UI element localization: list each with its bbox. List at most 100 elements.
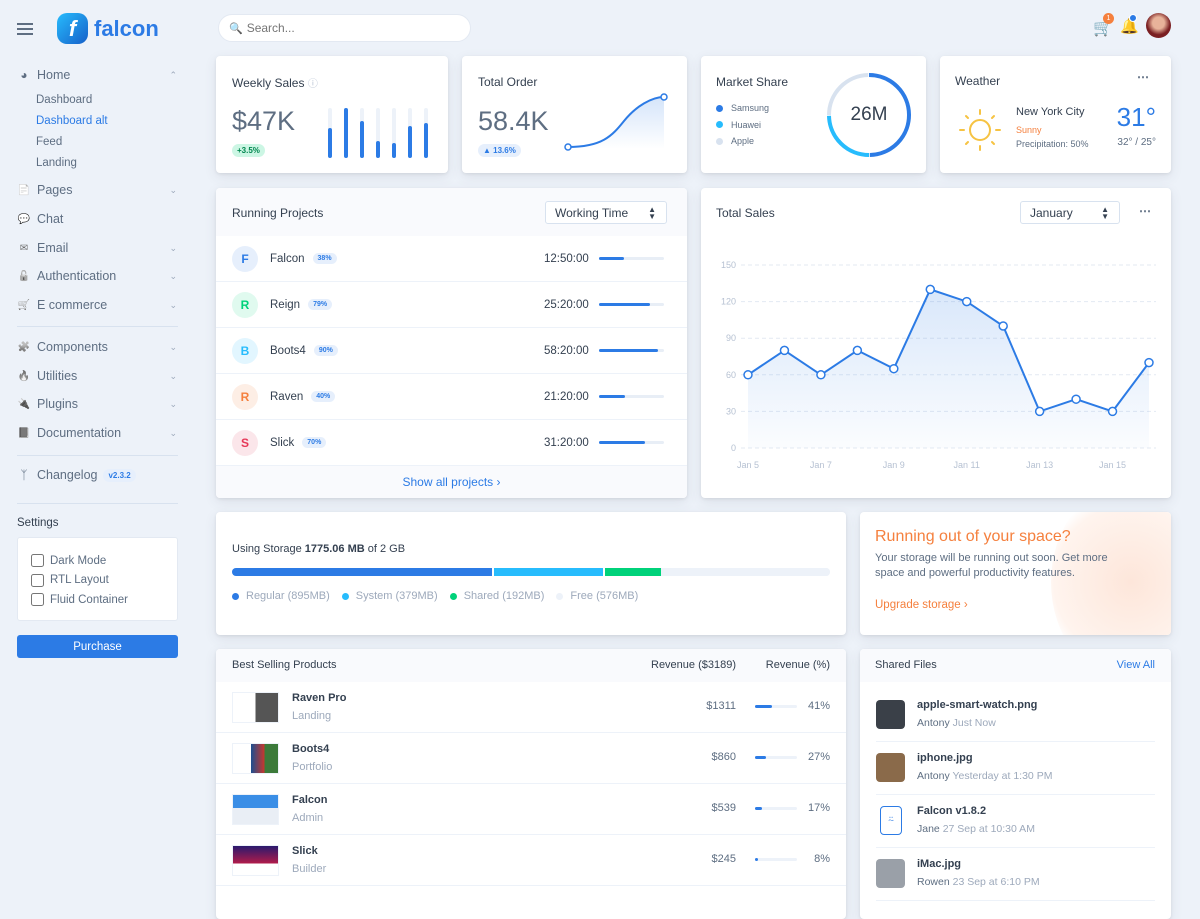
file-row[interactable]: iMac.jpg Rowen 23 Sep at 6:10 PM [876, 848, 1155, 901]
file-name[interactable]: Falcon v1.8.2 [917, 805, 987, 817]
sidebar-item-documentation[interactable]: 📘 Documentation ⌄ [17, 426, 177, 440]
storage-legend-item: System (379MB) [341, 590, 438, 602]
weather-city: New York City [1016, 106, 1085, 118]
sales-point[interactable] [889, 363, 899, 374]
sales-point[interactable] [816, 370, 826, 380]
book-icon: 📘 [17, 427, 31, 439]
fluid-container-option[interactable]: Fluid Container [31, 590, 164, 610]
file-row[interactable]: ⍨ Falcon v1.8.2 Jane 27 Sep at 10:30 AM [876, 795, 1155, 848]
project-row[interactable]: S Slick 70% 31:20:00 [216, 420, 687, 466]
sidebar-subitem-feed[interactable]: Feed [36, 136, 63, 148]
file-name[interactable]: iMac.jpg [917, 858, 962, 870]
brand-logo[interactable]: f falcon [57, 13, 159, 44]
file-row[interactable]: iphone.jpg Antony Yesterday at 1:30 PM [876, 742, 1155, 795]
dark-mode-checkbox[interactable] [31, 554, 44, 568]
product-row[interactable]: Falcon Admin $539 17% [216, 784, 846, 835]
branch-icon: ᛉ [20, 468, 28, 482]
product-revenue-percent: 27% [807, 751, 830, 763]
rtl-layout-checkbox[interactable] [31, 573, 44, 587]
sidebar-item-utilities[interactable]: 🔥 Utilities ⌄ [17, 369, 177, 383]
sales-line [747, 288, 1150, 413]
chat-icon: 💬 [17, 213, 31, 225]
project-progress-bar [599, 257, 664, 260]
sales-point[interactable] [852, 345, 863, 356]
chevron-down-icon: ⌄ [169, 184, 177, 195]
working-time-select[interactable]: Working Time ▲ ▼ [545, 201, 667, 224]
file-thumbnail [876, 753, 905, 782]
search-box[interactable]: 🔍 [218, 14, 471, 42]
falcon-logo-icon: f [57, 13, 88, 44]
product-name[interactable]: Raven Pro [292, 692, 347, 704]
sales-point[interactable] [925, 284, 936, 295]
weekly-sales-change-badge: +3.5% [232, 144, 265, 157]
dark-mode-option[interactable]: Dark Mode [31, 551, 164, 571]
project-percent-badge: 40% [311, 391, 336, 402]
project-row[interactable]: B Boots4 90% 58:20:00 [216, 328, 687, 374]
file-user: Antony [917, 770, 950, 782]
file-time: Yesterday at 1:30 PM [952, 770, 1053, 782]
sidebar-item-authentication[interactable]: 🔓 Authentication ⌄ [17, 269, 177, 283]
month-select[interactable]: January ▲ ▼ [1020, 201, 1120, 224]
help-icon[interactable]: ⓘ [307, 79, 318, 90]
total-order-title: Total Order [478, 75, 538, 89]
market-share-title: Market Share [716, 75, 789, 89]
sales-point[interactable] [998, 321, 1008, 331]
notifications-button[interactable]: 🔔 [1120, 14, 1139, 35]
sidebar-item-e-commerce[interactable]: 🛒 E commerce ⌄ [17, 298, 177, 312]
rtl-layout-option[interactable]: RTL Layout [31, 571, 164, 591]
sales-point[interactable] [1144, 357, 1154, 368]
more-options-icon[interactable]: ⋯ [1139, 204, 1151, 218]
sales-point[interactable] [779, 345, 790, 356]
shared-files-card: Shared Files View All apple-smart-watch.… [860, 649, 1171, 919]
legend-item: Samsung [716, 100, 769, 117]
x-tick-label: Jan 9 [883, 460, 905, 470]
product-row[interactable]: Slick Builder $245 8% [216, 835, 846, 886]
fluid-container-checkbox[interactable] [31, 593, 44, 607]
sales-point[interactable] [1034, 406, 1045, 417]
best-selling-products-card: Best Selling Products Revenue ($3189) Re… [216, 649, 846, 919]
file-name[interactable]: iphone.jpg [917, 752, 973, 764]
storage-summary: Using Storage 1775.06 MB of 2 GB [232, 543, 406, 555]
sales-point[interactable] [961, 296, 972, 307]
sidebar-subitem-landing[interactable]: Landing [36, 157, 77, 169]
product-row[interactable]: Boots4 Portfolio $860 27% [216, 733, 846, 784]
cart-button[interactable]: 🛒 1 [1093, 13, 1114, 38]
sales-point[interactable] [1071, 394, 1081, 404]
product-name[interactable]: Slick [292, 845, 318, 857]
file-time: Just Now [952, 717, 996, 729]
sidebar-item-chat[interactable]: 💬 Chat [17, 212, 64, 226]
bell-icon: 🔔 [1120, 18, 1139, 35]
more-options-icon[interactable]: ⋯ [1137, 70, 1149, 84]
product-name[interactable]: Falcon [292, 794, 328, 806]
sidebar-item-changelog[interactable]: ᛉ Changelog v2.3.2 [17, 468, 177, 482]
view-all-link[interactable]: View All [1116, 659, 1155, 671]
sales-point[interactable] [1107, 406, 1118, 417]
sales-point[interactable] [743, 370, 753, 380]
total-sales-card: Total Sales January ▲ ▼ ⋯ 0 30 60 90 120 150 Jan… [701, 188, 1171, 498]
sidebar-item-pages[interactable]: 📄 Pages ⌄ [17, 183, 177, 197]
project-row[interactable]: F Falcon 38% 12:50:00 [216, 236, 687, 282]
product-name[interactable]: Boots4 [292, 743, 330, 755]
show-all-projects-link[interactable]: Show all projects › [402, 475, 501, 489]
product-row[interactable]: Raven Pro Landing $1311 41% [216, 682, 846, 733]
notification-dot [1129, 14, 1137, 22]
search-input[interactable] [246, 21, 447, 35]
file-row[interactable]: apple-smart-watch.png Antony Just Now [876, 689, 1155, 742]
sidebar-item-home[interactable]: ◕ Home ⌃ [17, 68, 177, 82]
sidebar-item-components[interactable]: 🧩 Components ⌄ [17, 340, 177, 354]
sidebar-item-email[interactable]: ✉ Email ⌄ [17, 241, 177, 255]
purchase-button[interactable]: Purchase [17, 635, 178, 658]
legend-item: Apple [716, 133, 769, 150]
menu-toggle-icon[interactable] [17, 23, 33, 35]
product-revenue: $1311 [706, 700, 736, 712]
sidebar-item-plugins[interactable]: 🔌 Plugins ⌄ [17, 397, 177, 411]
avatar[interactable] [1146, 13, 1171, 38]
sidebar-subitem-dashboard[interactable]: Dashboard [36, 94, 93, 106]
upgrade-storage-link[interactable]: Upgrade storage › [875, 599, 968, 611]
project-row[interactable]: R Reign 79% 25:20:00 [216, 282, 687, 328]
market-share-card: Market Share Samsung Huawei Apple 26M [701, 56, 926, 173]
settings-panel: Dark Mode RTL Layout Fluid Container [17, 537, 178, 621]
file-name[interactable]: apple-smart-watch.png [917, 699, 1038, 711]
project-row[interactable]: R Raven 40% 21:20:00 [216, 374, 687, 420]
sidebar-subitem-dashboard-alt[interactable]: Dashboard alt [36, 115, 108, 127]
